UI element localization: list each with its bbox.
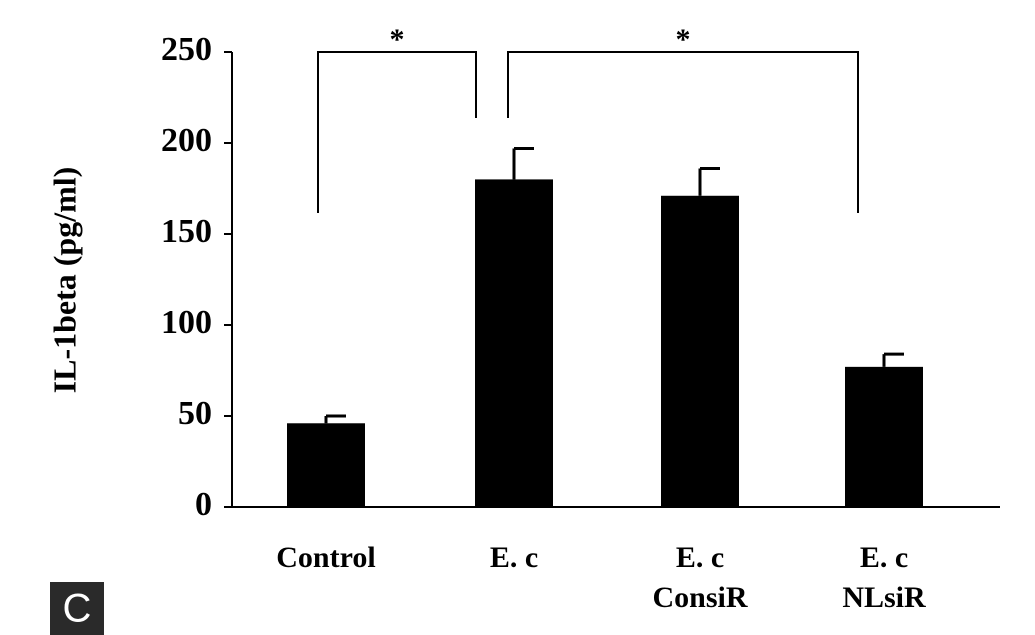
y-tick-label: 250 xyxy=(161,31,212,68)
bar xyxy=(661,195,739,507)
significance-bracket xyxy=(317,51,477,213)
bar xyxy=(845,366,923,507)
x-tick-label: E. c NLsiR xyxy=(842,541,926,614)
bar xyxy=(475,179,553,507)
y-tick-label: 200 xyxy=(161,122,212,159)
significance-bracket xyxy=(507,51,859,213)
y-tick-label: 150 xyxy=(161,213,212,250)
y-tick-label: 100 xyxy=(161,304,212,341)
y-tick-label: 0 xyxy=(195,486,212,523)
significance-star: * xyxy=(390,23,405,56)
x-tick-label: E. c ConsiR xyxy=(652,541,747,614)
y-tick-label: 50 xyxy=(178,395,212,432)
bar xyxy=(287,423,365,507)
panel-label-box xyxy=(50,582,104,635)
x-tick-label: Control xyxy=(276,541,375,574)
x-tick-label: E. c xyxy=(490,541,538,574)
y-axis-label: IL-1beta (pg/ml) xyxy=(46,167,82,394)
significance-star: * xyxy=(676,23,691,56)
panel-label: C xyxy=(63,587,92,631)
